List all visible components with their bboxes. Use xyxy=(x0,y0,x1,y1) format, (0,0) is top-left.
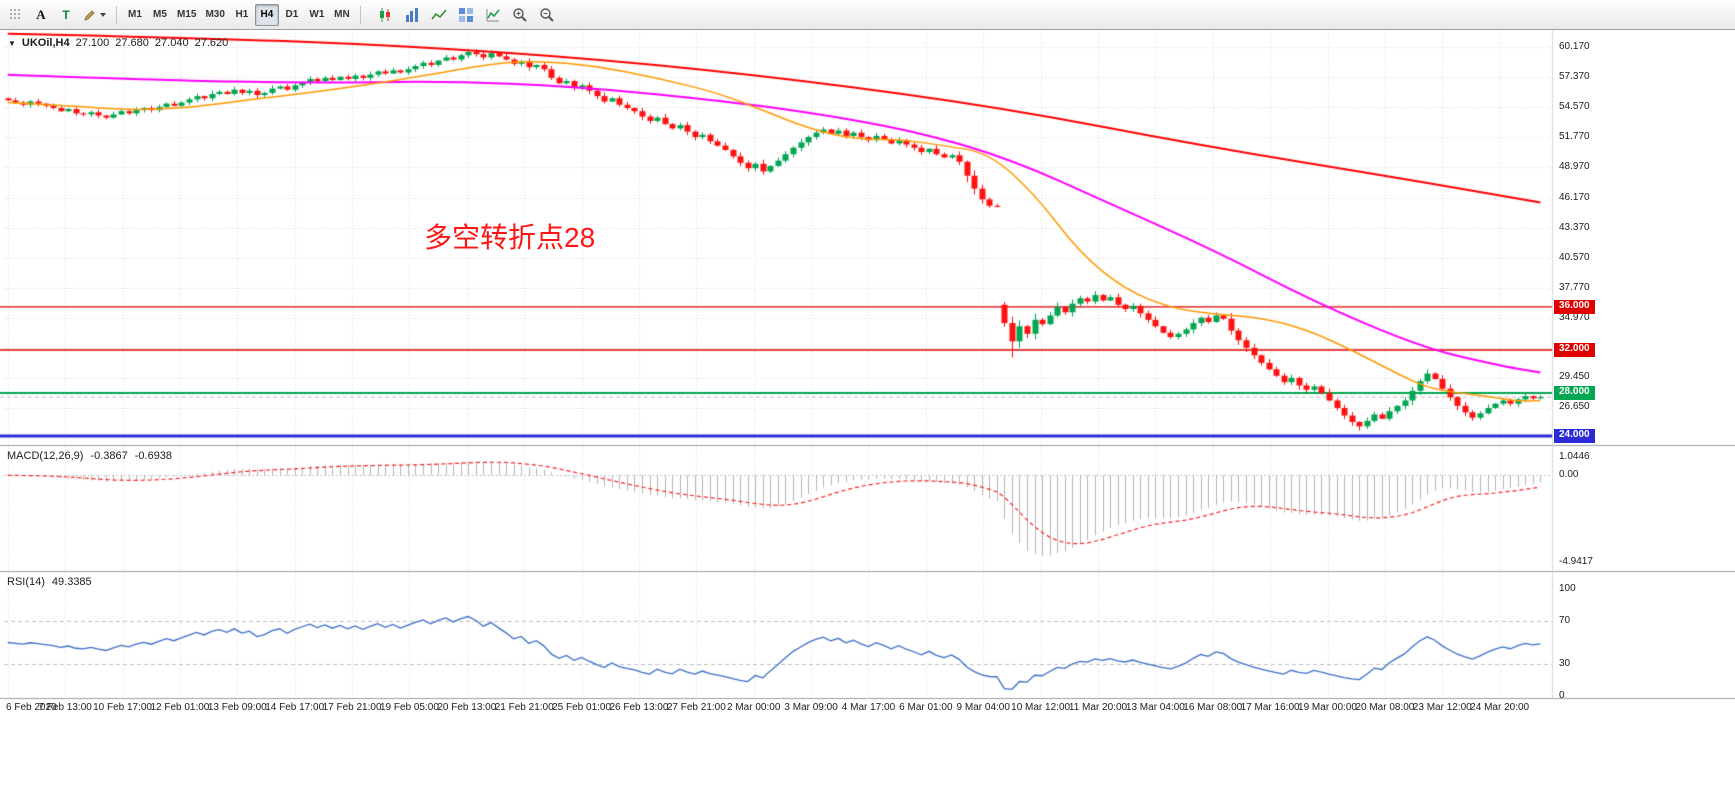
time-axis-label: 24 Mar 20:00 xyxy=(1470,702,1530,713)
timeframe-button-W1[interactable]: W1 xyxy=(305,4,329,26)
price-axis-label: 26.650 xyxy=(1559,401,1590,413)
rsi-label: RSI(14) 49.3385 xyxy=(7,576,92,588)
price-axis-label: 34.970 xyxy=(1559,311,1590,323)
pencil-icon xyxy=(84,9,95,21)
timeframe-button-M15[interactable]: M15 xyxy=(173,4,200,26)
chart-header: ▼ UKOil,H4 27.100 27.680 27.040 27.620 xyxy=(8,37,228,49)
time-axis-label: 17 Feb 21:00 xyxy=(322,702,382,713)
macd-name: MACD(12,26,9) xyxy=(7,450,84,462)
rsi-name: RSI(14) xyxy=(7,576,45,588)
time-axis-label: 2 Mar 00:00 xyxy=(727,702,781,713)
zoom-in-icon[interactable] xyxy=(508,4,532,26)
time-axis-label: 9 Mar 04:00 xyxy=(956,702,1010,713)
toolbar-separator xyxy=(359,5,361,24)
macd-scale-label: 0.00 xyxy=(1559,469,1579,481)
draw-tools-dropdown[interactable] xyxy=(79,4,110,26)
ohlc-low: 27.040 xyxy=(154,37,189,49)
ohlc-high: 27.680 xyxy=(115,37,149,49)
time-axis-label: 10 Mar 12:00 xyxy=(1011,702,1071,713)
price-axis-label: 48.970 xyxy=(1559,161,1590,173)
line-chart-icon[interactable] xyxy=(427,4,451,26)
macd-value-signal: -0.6938 xyxy=(134,450,173,462)
price-badge-28.000: 28.000 xyxy=(1554,385,1595,400)
price-badge-36.000: 36.000 xyxy=(1554,299,1595,314)
timeframe-button-D1[interactable]: D1 xyxy=(280,4,304,26)
rsi-scale-label: 70 xyxy=(1559,615,1571,627)
time-axis-label: 12 Feb 01:00 xyxy=(150,702,210,713)
time-axis-label: 13 Feb 09:00 xyxy=(207,702,267,713)
chart-dropdown-icon[interactable]: ▼ xyxy=(8,38,16,48)
time-axis-label: 14 Feb 17:00 xyxy=(265,702,325,713)
price-axis-label: 57.370 xyxy=(1559,71,1590,83)
text-tool-button[interactable]: A xyxy=(29,4,53,26)
price-badge-32.000: 32.000 xyxy=(1554,342,1595,357)
toolbar-grip[interactable] xyxy=(4,4,28,26)
candlestick-icon[interactable] xyxy=(373,4,397,26)
price-axis-label: 54.570 xyxy=(1559,101,1590,113)
time-axis-label: 20 Feb 13:00 xyxy=(437,702,497,713)
time-axis-label: 19 Feb 05:00 xyxy=(379,702,439,713)
macd-scale-label: 1.0446 xyxy=(1559,451,1590,462)
chevron-down-icon xyxy=(100,12,106,17)
time-axis-label: 6 Mar 01:00 xyxy=(899,702,953,713)
ohlc-close: 27.620 xyxy=(194,37,229,49)
timeframe-button-M5[interactable]: M5 xyxy=(148,4,172,26)
time-axis-label: 20 Mar 08:00 xyxy=(1355,702,1415,713)
timeframe-button-MN[interactable]: MN xyxy=(330,4,354,26)
toolbar-separator xyxy=(116,5,117,24)
time-axis-label: 6 Feb 2020 xyxy=(6,702,57,713)
rsi-scale-label: 0 xyxy=(1559,690,1565,701)
timeframe-group: M1 M5 M15 M30 H1 H4 D1 W1 MN xyxy=(123,3,354,26)
rsi-scale-label: 30 xyxy=(1559,657,1571,669)
chart-symbol-timeframe: UKOil,H4 xyxy=(21,37,70,49)
macd-value-main: -0.3867 xyxy=(90,450,128,462)
price-badge-24.000: 24.000 xyxy=(1554,428,1595,443)
price-axis-label: 43.370 xyxy=(1559,221,1590,233)
label-tool-icon: T xyxy=(62,7,70,22)
time-axis-label: 27 Feb 21:00 xyxy=(666,702,726,713)
ohlc-open: 27.100 xyxy=(75,37,110,49)
indicators-icon[interactable] xyxy=(481,4,505,26)
time-axis-label: 4 Mar 17:00 xyxy=(841,702,896,713)
time-axis-label: 19 Mar 00:00 xyxy=(1298,702,1357,713)
macd-scale-label: -4.9417 xyxy=(1559,556,1593,567)
price-axis-label: 29.450 xyxy=(1559,371,1590,383)
time-axis-label: 17 Mar 16:00 xyxy=(1240,702,1300,713)
time-axis-label: 10 Feb 17:00 xyxy=(93,702,152,713)
timeframe-button-H1[interactable]: H1 xyxy=(230,4,254,26)
timeframe-button-H4[interactable]: H4 xyxy=(254,3,279,26)
time-axis-label: 26 Feb 13:00 xyxy=(609,702,669,713)
time-axis-label: 23 Mar 12:00 xyxy=(1412,702,1472,713)
time-axis-label: 11 Mar 20:00 xyxy=(1068,702,1128,713)
rsi-scale-label: 100 xyxy=(1559,583,1576,594)
bar-chart-icon[interactable] xyxy=(400,4,424,26)
timeframe-button-M30[interactable]: M30 xyxy=(201,4,228,26)
time-axis-label: 13 Mar 04:00 xyxy=(1125,702,1185,713)
chart-tools-group xyxy=(373,4,559,26)
rsi-value: 49.3385 xyxy=(51,576,92,588)
price-axis-label: 40.570 xyxy=(1559,251,1590,263)
tile-windows-icon[interactable] xyxy=(454,4,478,26)
price-axis-label: 51.770 xyxy=(1559,131,1590,143)
price-axis-label: 37.770 xyxy=(1559,281,1590,293)
price-axis-label: 60.170 xyxy=(1559,40,1590,52)
chart-annotation[interactable]: 多空转折点28 xyxy=(424,222,596,253)
zoom-out-icon[interactable] xyxy=(535,4,559,26)
time-axis-label: 3 Mar 09:00 xyxy=(784,702,838,713)
grip-icon xyxy=(10,8,22,21)
macd-label: MACD(12,26,9) -0.3867 -0.6938 xyxy=(7,450,172,462)
time-axis-label: 16 Mar 08:00 xyxy=(1183,702,1243,713)
price-axis-label: 46.170 xyxy=(1559,191,1590,203)
time-axis-label: 7 Feb 13:00 xyxy=(38,702,92,713)
text-tool-icon: A xyxy=(36,6,46,22)
timeframe-button-M1[interactable]: M1 xyxy=(123,4,147,26)
time-axis-label: 25 Feb 01:00 xyxy=(552,702,612,713)
time-axis-label: 21 Feb 21:00 xyxy=(494,702,554,713)
main-toolbar: A T M1 M5 M15 M30 H1 H4 D1 W1 MN xyxy=(0,0,1735,30)
label-tool-button[interactable]: T xyxy=(54,4,78,26)
